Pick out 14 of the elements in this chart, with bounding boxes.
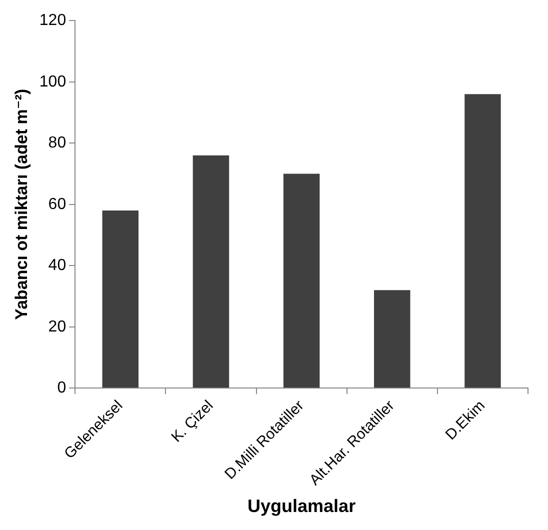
y-tick-label: 0 [57,380,66,397]
bar [464,94,501,388]
x-axis-title: Uygulamalar [248,496,356,516]
y-tick-label: 40 [48,257,66,274]
bar [102,210,138,388]
y-axis-title: Yabancı ot miktarı (adet m⁻²) [12,88,31,320]
bar [283,174,320,388]
y-tick-label: 60 [48,196,66,213]
y-tick-label: 120 [39,12,66,30]
y-tick-label: 100 [39,73,66,90]
bar [192,155,230,388]
y-tick-label: 80 [48,134,66,152]
bar [374,290,410,388]
y-tick-label: 20 [48,318,66,336]
